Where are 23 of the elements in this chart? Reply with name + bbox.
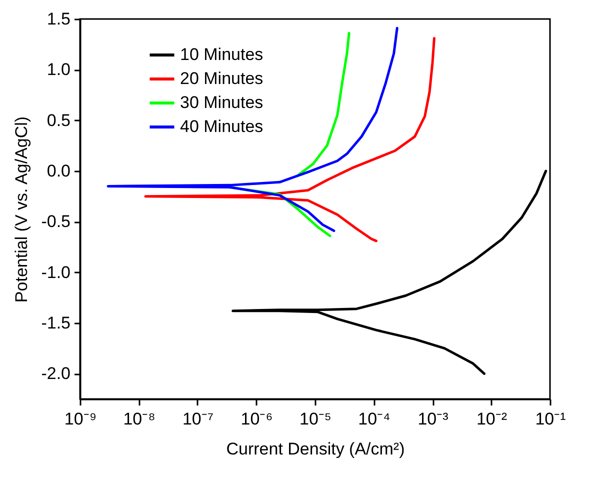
legend-label: 20 Minutes <box>180 69 264 88</box>
x-tick-label: 10⁻² <box>476 410 508 428</box>
y-tick-label: 1.5 <box>46 10 70 28</box>
x-tick-label: 10⁻⁶ <box>240 410 273 428</box>
x-tick-label: 10⁻⁷ <box>182 410 214 428</box>
x-axis-title: Current Density (A/cm²) <box>226 440 405 458</box>
y-tick-label: -1.0 <box>41 262 70 282</box>
legend-label: 10 Minutes <box>180 45 264 64</box>
y-axis-title: Potential (V vs. Ag/AgCl) <box>12 116 32 303</box>
x-tick-label: 10⁻³ <box>418 410 449 428</box>
x-tick-label: 10⁻⁸ <box>123 410 156 428</box>
x-tick-label: 10⁻⁴ <box>358 410 390 428</box>
y-tick-label: -0.5 <box>41 212 70 232</box>
x-tick-label: 10⁻¹ <box>535 410 566 428</box>
y-tick-label: -1.5 <box>41 314 70 332</box>
x-tick-label: 10⁻⁵ <box>300 410 332 428</box>
legend-label: 40 Minutes <box>180 117 264 136</box>
y-tick-label: 0.0 <box>46 162 70 180</box>
y-tick-label: -2.0 <box>41 364 70 384</box>
legend-label: 30 Minutes <box>180 93 264 112</box>
y-tick-label: 1.0 <box>46 60 70 80</box>
x-tick-label: 10⁻⁹ <box>64 410 97 428</box>
y-tick-label: 0.5 <box>46 110 70 130</box>
